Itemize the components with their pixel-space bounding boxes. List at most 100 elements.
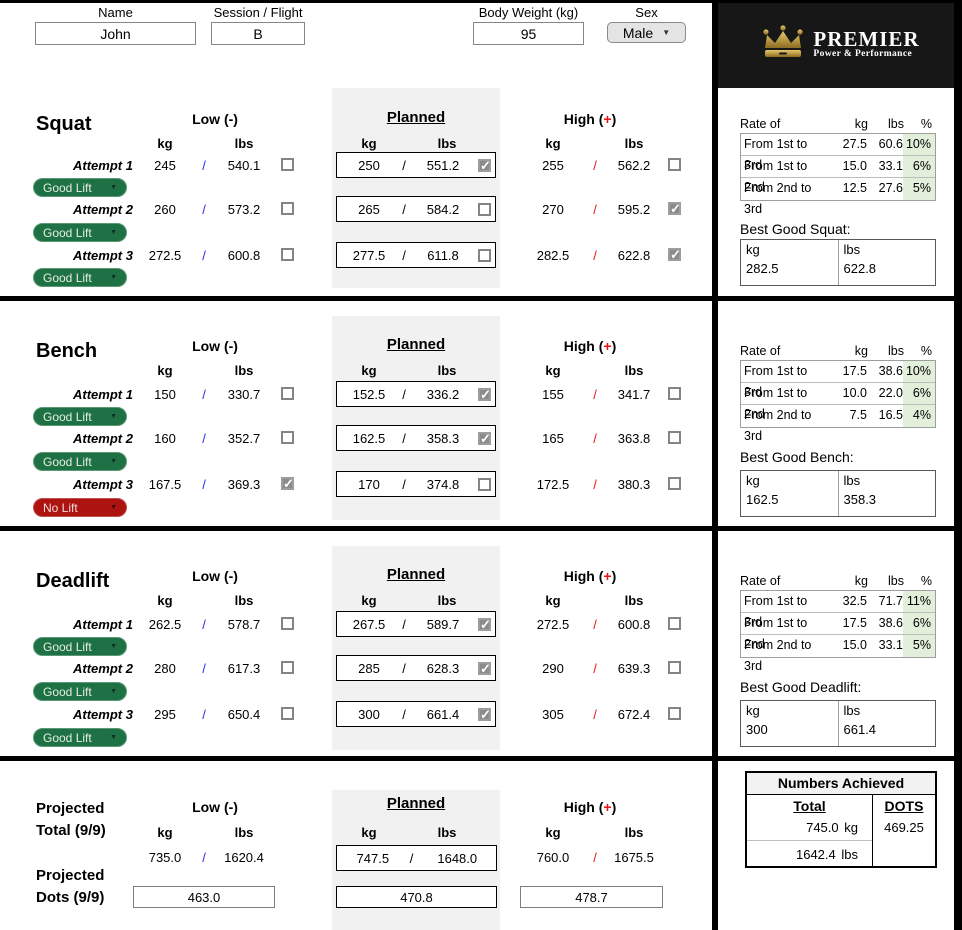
planned-cell-box[interactable]: 170 / 374.8	[336, 471, 496, 497]
planned-checkbox[interactable]	[478, 202, 491, 216]
planned-cell-box[interactable]: 267.5 / 589.7	[336, 611, 496, 637]
dots-column-header: DOTS	[884, 798, 924, 814]
planned-checkbox[interactable]	[478, 661, 491, 677]
achieved-total-kg: 745.0 kg	[806, 820, 858, 835]
low-checkbox[interactable]	[281, 617, 294, 630]
high-checkbox[interactable]	[668, 387, 681, 400]
lift-result-dropdown[interactable]: Good Lift ▼	[33, 452, 127, 471]
lift-result-dropdown[interactable]: Good Lift ▼	[33, 268, 127, 287]
high-header: High (+)	[563, 338, 617, 354]
low-checkbox[interactable]	[281, 661, 294, 674]
planned-checkbox[interactable]	[478, 387, 491, 403]
deadlift-attempt-2-row: Attempt 2 280 / 617.3 285 / 628.3 290 / …	[0, 655, 712, 681]
chevron-down-icon: ▼	[110, 413, 117, 420]
planned-checkbox[interactable]	[478, 617, 491, 633]
kg-header: kg	[361, 363, 377, 378]
lift-result-dropdown[interactable]: No Lift ▼	[33, 498, 127, 517]
slash-separator: /	[202, 477, 206, 492]
high-checkbox[interactable]	[668, 201, 681, 217]
high-lbs-value: 672.4	[617, 707, 651, 722]
projected-dots-planned: 470.8	[336, 886, 497, 908]
planned-checkbox[interactable]	[478, 707, 491, 723]
lift-result-dropdown[interactable]: Good Lift ▼	[33, 223, 127, 242]
low-checkbox[interactable]	[281, 707, 294, 720]
planned-cell-box[interactable]: 300 / 661.4	[336, 701, 496, 727]
table-row: From 2nd to 3rd 15.0 33.1 5%	[741, 635, 935, 673]
high-checkbox[interactable]	[668, 158, 681, 171]
attempt-label: Attempt 3	[73, 477, 133, 492]
high-lbs-value: 595.2	[617, 202, 651, 217]
bodyweight-input[interactable]: 95	[473, 22, 584, 45]
lift-result-dropdown[interactable]: Good Lift ▼	[33, 637, 127, 656]
attempt-label: Attempt 1	[73, 387, 133, 402]
slash-separator: /	[402, 476, 406, 492]
low-checkbox[interactable]	[281, 431, 294, 444]
planned-cell-box[interactable]: 250 / 551.2	[336, 152, 496, 178]
high-checkbox[interactable]	[668, 707, 681, 720]
lift-result-dropdown[interactable]: Good Lift ▼	[33, 682, 127, 701]
high-checkbox[interactable]	[668, 661, 681, 674]
planned-cell-box[interactable]: 162.5 / 358.3	[336, 425, 496, 451]
high-kg-value: 270	[542, 202, 564, 217]
planned-lbs-value: 551.2	[426, 157, 460, 173]
name-label: Name	[98, 5, 133, 20]
planned-lbs-value: 336.2	[426, 386, 460, 402]
planned-cell-box[interactable]: 265 / 584.2	[336, 196, 496, 222]
chevron-down-icon: ▼	[110, 458, 117, 465]
low-checkbox[interactable]	[281, 248, 294, 261]
planned-header: Planned	[386, 795, 446, 812]
planned-cell-box[interactable]: 152.5 / 336.2	[336, 381, 496, 407]
planned-kg-value: 162.5	[352, 430, 386, 446]
bench-attempt-2-row: Attempt 2 160 / 352.7 162.5 / 358.3 165 …	[0, 425, 712, 451]
lift-result-dropdown[interactable]: Good Lift ▼	[33, 407, 127, 426]
planned-cell-box[interactable]: 277.5 / 611.8	[336, 242, 496, 268]
lbs-header: lbs	[437, 593, 457, 608]
attempt-label: Attempt 1	[73, 158, 133, 173]
low-checkbox[interactable]	[281, 476, 294, 492]
lift-result-dropdown[interactable]: Good Lift ▼	[33, 178, 127, 197]
low-kg-value: 295	[154, 707, 176, 722]
chevron-down-icon: ▼	[110, 643, 117, 650]
section-divider	[0, 296, 962, 301]
lift-result-dropdown[interactable]: Good Lift ▼	[33, 728, 127, 747]
high-checkbox[interactable]	[668, 477, 681, 490]
planned-kg-value: 277.5	[352, 247, 386, 263]
table-row: From 1st to 2nd 10.0 22.0 6%	[741, 383, 935, 421]
planned-checkbox[interactable]	[478, 248, 491, 262]
name-input[interactable]: John	[35, 22, 196, 45]
high-checkbox[interactable]	[668, 617, 681, 630]
low-checkbox[interactable]	[281, 202, 294, 215]
projected-total-label-line2: Total (9/9)	[36, 822, 106, 839]
planned-header: Planned	[386, 566, 446, 583]
best-kg-cell: kg 162.5	[746, 473, 779, 507]
planned-checkbox[interactable]	[478, 477, 491, 491]
planned-kg-value: 250	[358, 157, 380, 173]
high-checkbox[interactable]	[668, 431, 681, 444]
low-lbs-value: 600.8	[227, 248, 261, 263]
premier-logo: PREMIER Power & Performance	[718, 0, 962, 88]
numbers-achieved-table: Numbers Achieved Total 745.0 kg 1642.4 l…	[745, 771, 937, 868]
low-checkbox[interactable]	[281, 387, 294, 400]
bench-attempt-3-row: Attempt 3 167.5 / 369.3 170 / 374.8 172.…	[0, 471, 712, 497]
planned-checkbox[interactable]	[478, 158, 491, 174]
lift-result-label: Good Lift	[43, 225, 92, 240]
best-lbs-cell: lbs 661.4	[837, 701, 936, 746]
sex-dropdown[interactable]: Male ▼	[607, 22, 686, 43]
high-kg-value: 172.5	[536, 477, 570, 492]
planned-cell-box[interactable]: 285 / 628.3	[336, 655, 496, 681]
high-checkbox[interactable]	[668, 247, 681, 263]
bench-attempt-1-row: Attempt 1 150 / 330.7 152.5 / 336.2 155 …	[0, 381, 712, 407]
planned-lbs-value: 611.8	[427, 247, 459, 263]
low-checkbox[interactable]	[281, 158, 294, 171]
planned-checkbox[interactable]	[478, 431, 491, 447]
high-kg-value: 255	[542, 158, 564, 173]
low-lbs-value: 617.3	[227, 661, 261, 676]
achieved-total-lbs: 1642.4 lbs	[795, 847, 858, 862]
session-flight-input[interactable]: B	[211, 22, 305, 45]
high-kg-value: 282.5	[536, 248, 570, 263]
high-lbs-value: 600.8	[617, 617, 651, 632]
lbs-header: lbs	[437, 363, 457, 378]
high-lbs-value: 341.7	[617, 387, 651, 402]
slash-separator: /	[202, 248, 206, 263]
low-lbs-value: 650.4	[227, 707, 261, 722]
